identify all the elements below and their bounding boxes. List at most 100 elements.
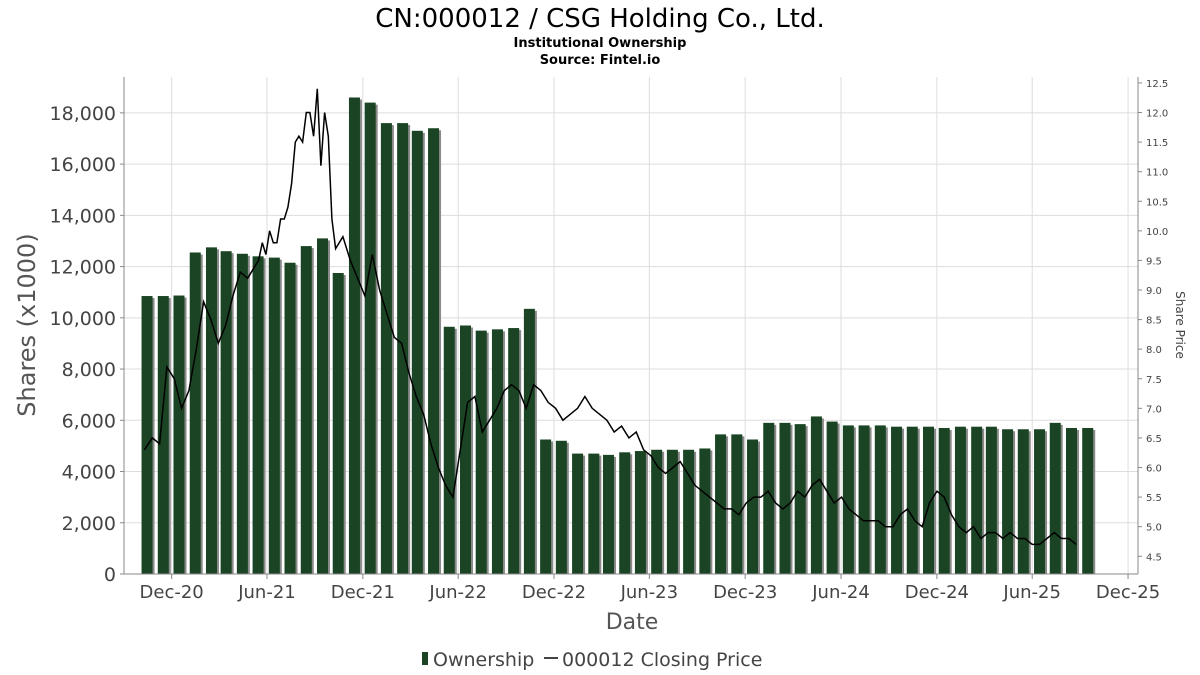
y2-tick-label: 5.0 [1146,523,1162,534]
x-tick-label: Dec-20 [140,582,204,603]
ownership-bar [602,454,614,574]
ownership-bar [906,426,918,574]
y2-tick-label: 6.0 [1146,464,1162,475]
ownership-bar [666,449,678,574]
y2-tick-label: 12.5 [1146,79,1168,90]
y2-tick-label: 7.5 [1146,375,1162,386]
y2-axis-label: Share Price [1173,291,1187,359]
y2-tick-label: 12.0 [1146,109,1168,120]
x-tick-label: Jun-22 [428,582,487,603]
ownership-bar [891,426,903,574]
ownership-bar [443,326,455,574]
ownership-bar [922,426,934,574]
ownership-bar [220,251,232,575]
legend: Ownership 000012 Closing Price [422,649,762,671]
ownership-bar [651,449,663,574]
price-line-group [143,88,1077,546]
ownership-bar [619,452,631,574]
chart-title: CN:000012 / CSG Holding Co., Ltd. [375,4,824,34]
y-tick-label: 14,000 [50,205,116,227]
ownership-bar [332,272,344,574]
ownership-bar [284,262,296,574]
ownership-bar [475,330,487,574]
y2-tick-label: 11.5 [1146,138,1168,149]
y-axis-label: Shares (x1000) [13,233,41,416]
y2-tick-label: 5.5 [1146,493,1162,504]
y2-tick-label: 10.0 [1146,227,1168,238]
y2-tick-label: 9.5 [1146,256,1162,267]
ownership-bar [1082,427,1094,574]
y2-tick-label: 6.5 [1146,434,1162,445]
ownership-bar [779,422,791,574]
chart-source: Source: Fintel.io [540,53,661,68]
ownership-bar [252,256,264,574]
ownership-bar [1065,427,1077,574]
x-tick-label: Dec-23 [713,582,777,603]
legend-ownership-swatch [422,652,428,665]
ownership-bar [826,421,838,574]
ownership-bar [634,451,646,574]
y-tick-label: 6,000 [62,410,116,432]
ownership-bar [428,128,440,574]
x-tick-label: Dec-21 [331,582,395,603]
x-tick-label: Dec-22 [522,582,586,603]
x-tick-label: Dec-24 [905,582,969,603]
ownership-bars [141,97,1096,575]
ownership-bar [858,425,870,574]
legend-price-label: 000012 Closing Price [562,649,762,671]
y-tick-label: 8,000 [62,359,116,381]
ownership-bar [971,426,983,574]
ownership-bar [810,416,822,574]
x-tick-label: Jun-21 [237,582,296,603]
ownership-bar [540,439,552,574]
y2-tick-label: 8.0 [1146,345,1162,356]
ownership-bar [874,425,886,574]
ownership-bar [1017,429,1029,574]
ownership-bar [189,252,201,574]
y2-tick-label: 8.5 [1146,316,1162,327]
ownership-bar [205,247,217,574]
ownership-bar [842,425,854,574]
x-tick-label: Jun-24 [811,582,870,603]
y-tick-label: 4,000 [62,462,116,484]
axes [120,77,1142,579]
ownership-bar [411,130,423,575]
ownership-bar [555,440,567,574]
ownership-bar [317,238,329,574]
ownership-bar [157,296,169,574]
ownership-bar [300,246,312,575]
x-tick-label: Jun-25 [1002,582,1061,603]
ownership-bar [938,427,950,574]
ownership-bar [954,426,966,574]
chart-subtitle: Institutional Ownership [514,36,687,51]
ownership-bar [731,434,743,574]
y-tick-label: 16,000 [50,154,116,176]
ownership-bar [683,449,695,574]
ownership-bar [588,453,600,574]
ownership-bar [141,296,153,574]
y2-tick-label: 10.5 [1146,197,1168,208]
ownership-bar [236,253,248,574]
legend-ownership-label: Ownership [433,649,534,671]
ownership-bar [747,439,759,574]
y-tick-label: 18,000 [50,103,116,125]
ownership-bar [348,97,360,574]
ownership-bar [380,123,392,574]
x-tick-label: Dec-25 [1096,582,1160,603]
ownership-bar [1049,422,1061,574]
y-tick-label: 2,000 [62,513,116,535]
x-tick-label: Jun-23 [620,582,679,603]
ownership-bar [699,448,711,574]
ownership-bar [459,325,471,574]
ownership-bar [715,434,727,574]
y-tick-label: 12,000 [50,257,116,279]
ownership-bar [173,295,185,574]
price-line [143,88,1077,546]
y2-tick-label: 9.0 [1146,286,1162,297]
ownership-bar [364,102,376,574]
y-tick-label: 10,000 [50,308,116,330]
y2-tick-label: 7.0 [1146,404,1162,415]
ownership-bar [268,257,280,574]
ownership-bar [508,328,520,574]
